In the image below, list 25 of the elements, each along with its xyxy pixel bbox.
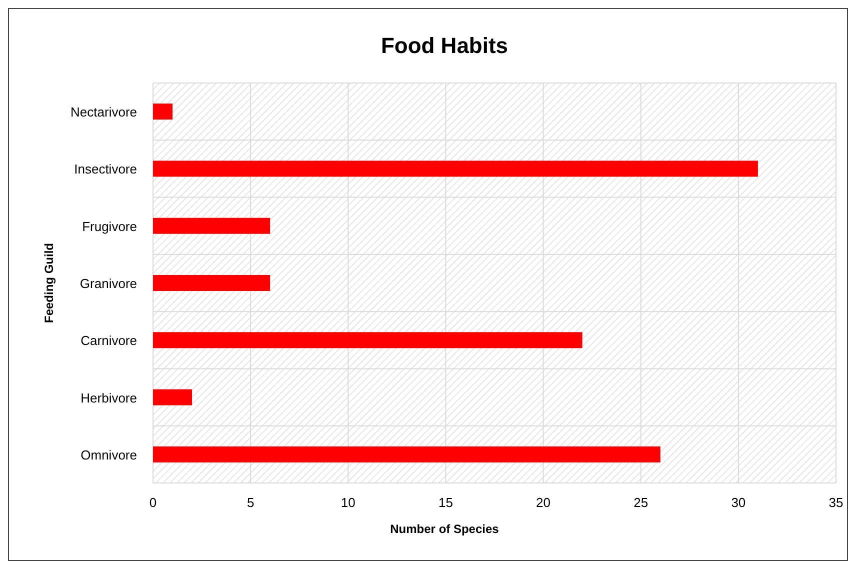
y-tick-label: Frugivore xyxy=(82,218,137,234)
bar xyxy=(153,389,192,406)
x-tick-label: 10 xyxy=(340,495,356,510)
bar xyxy=(153,332,582,348)
chart-title: Food Habits xyxy=(380,33,508,58)
x-tick-label: 25 xyxy=(634,495,648,510)
x-tick-label: 20 xyxy=(536,495,551,510)
y-tick-label: Omnivore xyxy=(80,447,137,462)
bar xyxy=(153,218,270,234)
x-tick-label: 30 xyxy=(731,495,746,510)
y-tick-label: Nectarivore xyxy=(70,104,137,120)
bar xyxy=(153,446,660,462)
x-tick-label: 5 xyxy=(246,495,254,510)
y-axis-title: Feeding Guild xyxy=(42,243,56,323)
x-tick-label: 15 xyxy=(438,495,453,510)
x-tick-label: 35 xyxy=(828,495,844,510)
bar xyxy=(153,160,758,177)
bar xyxy=(153,104,173,120)
y-tick-label: Insectivore xyxy=(74,162,137,177)
y-tick-label: Herbivore xyxy=(80,390,137,406)
x-axis-title: Number of Species xyxy=(390,522,500,536)
bar xyxy=(153,275,270,291)
x-tick-label: 0 xyxy=(149,495,157,510)
y-tick-label: Granivore xyxy=(80,276,137,291)
y-tick-label: Carnivore xyxy=(80,333,137,348)
